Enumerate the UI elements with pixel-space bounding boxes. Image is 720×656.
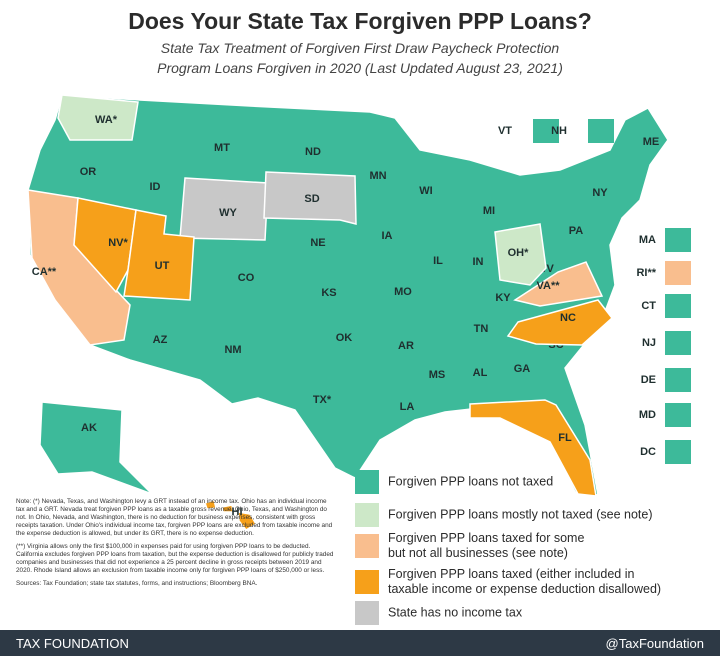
state-region [494,223,547,286]
footer-brand: TAX FOUNDATION [16,636,129,651]
small-state-label: VT [498,125,512,137]
note: Note: (*) Nevada, Texas, and Washington … [16,498,333,537]
state-region [123,209,195,301]
small-state-box [533,119,559,143]
state-label: HI [232,506,243,518]
state-label: AK [81,422,97,434]
state-region [263,171,357,225]
small-state-label: NJ [642,337,656,349]
title: Does Your State Tax Forgiven PPP Loans? [128,8,592,34]
small-state-label: DE [641,374,656,386]
state-label: WY [219,207,237,219]
state-label: NC [560,312,576,324]
state-label: VA** [536,280,560,292]
state-label: MN [369,170,386,182]
small-state-box [665,440,691,464]
state-region [57,94,139,141]
legend-label: Forgiven PPP loans taxed for some [388,531,584,545]
state-label: OH* [508,247,530,259]
small-state-label: DC [640,446,656,458]
state-label: IN [473,256,484,268]
state-label: CO [238,272,255,284]
small-state-label: MA [639,234,656,246]
state-region [513,261,604,307]
legend-swatch [355,601,379,625]
subtitle: State Tax Treatment of Forgiven First Dr… [160,40,560,56]
state-label: FL [558,432,572,444]
state-label: GA [514,363,531,375]
state-label: NV* [108,237,128,249]
footer: TAX FOUNDATION @TaxFoundation [0,630,720,656]
legend-swatch [355,470,379,494]
state-region [179,177,269,241]
state-label: MS [429,369,446,381]
small-state-box [665,403,691,427]
state-region [469,399,597,497]
state-label: LA [400,401,415,413]
legend-label: Forgiven PPP loans mostly not taxed (see… [388,507,653,521]
state-label: AZ [153,334,168,346]
small-state-box [665,228,691,252]
legend-swatch [355,534,379,558]
small-state-box [588,119,614,143]
state-label: MO [394,286,412,298]
state-label: OK [336,332,353,344]
legend-label: Forgiven PPP loans not taxed [388,474,553,488]
state-label: ME [643,136,660,148]
state-label: WI [419,185,432,197]
state-label: WA* [95,114,118,126]
state-label: UT [155,260,170,272]
state-label: OR [80,166,97,178]
state-label: MI [483,205,495,217]
state-label: AL [473,367,488,379]
us-alaska [39,401,153,495]
state-label: PA [569,225,584,237]
state-region [506,299,614,346]
state-label: MT [214,142,230,154]
state-label: TX* [313,394,332,406]
state-label: TN [474,323,489,335]
state-label: SD [304,193,319,205]
small-state-label: RI** [636,267,656,279]
state-label: KS [321,287,336,299]
note: Sources: Tax Foundation; state tax statu… [16,580,258,587]
subtitle: Program Loans Forgiven in 2020 (Last Upd… [157,60,563,76]
note: (**) Virginia allows only the first $100… [16,543,334,574]
legend-swatch [355,503,379,527]
state-label: KY [495,292,511,304]
state-label: NM [224,344,241,356]
small-state-box [665,294,691,318]
state-label: NY [592,187,608,199]
state-label: CA** [32,266,57,278]
notes: Note: (*) Nevada, Texas, and Washington … [16,498,334,593]
state-region [73,197,137,294]
map: WA* OR CA** NV* ID MT WY UT AZ CO NM ND SD NE KS OK TX* M… [27,94,691,625]
small-state-box [665,261,691,285]
state-label: IA [382,230,393,242]
legend-label: State has no income tax [388,605,523,619]
legend-swatch [355,570,379,594]
state-region [204,499,258,531]
small-state-box [665,368,691,392]
state-label: AR [398,340,414,352]
state-label: ND [305,146,321,158]
state-label: NE [310,237,325,249]
legend-label: but not all businesses (see note) [388,546,568,560]
legend-label: Forgiven PPP loans taxed (either include… [388,567,634,581]
footer-handle: @TaxFoundation [605,636,704,651]
small-state-label: MD [639,409,656,421]
legend-label: taxable income or expense deduction disa… [388,582,661,596]
state-label: IL [433,255,443,267]
state-label: ID [150,181,161,193]
small-state-label: NH [551,125,567,137]
small-state-label: CT [641,300,656,312]
small-state-box [665,331,691,355]
